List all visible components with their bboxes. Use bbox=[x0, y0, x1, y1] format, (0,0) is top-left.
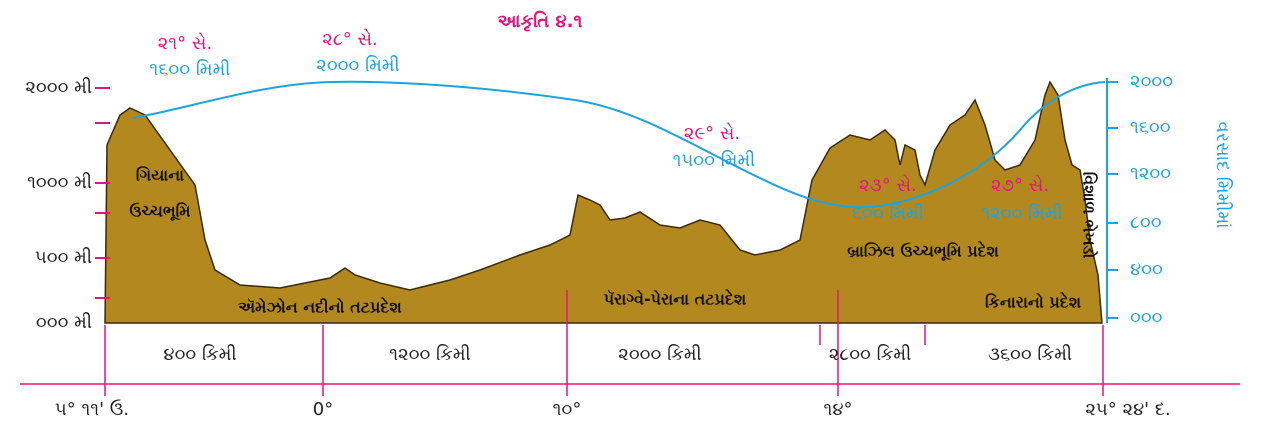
elevation-axis bbox=[95, 87, 110, 299]
distance-label: ૨૮૦૦ કિમી bbox=[829, 344, 912, 365]
rainfall-note: ૧૬૦૦ મિમી bbox=[150, 59, 231, 80]
rainfall-label: ૧૬૦૦ bbox=[1130, 117, 1171, 138]
longitude-label: ૧૪° bbox=[824, 399, 853, 420]
longitude-label: ૧૦° bbox=[553, 399, 582, 420]
rainfall-label: ૪૦૦ bbox=[1130, 259, 1163, 280]
title: આકૃતિ ૪.૧ bbox=[498, 10, 583, 32]
longitude-label: ૫° ૧૧' ઉ. bbox=[55, 399, 129, 420]
distance-label: ૧૨૦૦ કિમી bbox=[389, 344, 470, 365]
distance-label: ૪૦૦ કિમી bbox=[163, 344, 236, 365]
temperature-note: ૨૧° સે. bbox=[158, 33, 212, 54]
longitude-label: ૨૫° ૨૪' દ. bbox=[1085, 399, 1170, 420]
temperature-note: ૨૭° સે. bbox=[991, 175, 1049, 196]
rainfall-axis-title: વરસાદ મિમીમાં bbox=[1212, 121, 1233, 228]
rainfall-note: ૧૨૦૦ મિમી bbox=[981, 203, 1062, 224]
distance-label: ૨૦૦૦ કિમી bbox=[618, 344, 701, 365]
region-label: વિશાળ ભેખડો bbox=[1080, 172, 1100, 259]
rainfall-label: ૧૨૦૦ bbox=[1130, 163, 1171, 184]
distance-scale bbox=[20, 290, 1240, 396]
region-label: બ્રાઝિલ ઉચ્ચભૂમિ પ્રદેશ bbox=[847, 240, 999, 262]
rainfall-note: ૨૦૦૦ મિમી bbox=[316, 55, 399, 76]
elevation-label: ૨૦૦૦ મી bbox=[25, 77, 92, 98]
elevation-label: ૧૦૦૦ મી bbox=[27, 172, 92, 193]
rainfall-label: ૨૦૦૦ bbox=[1130, 71, 1173, 92]
rainfall-label: ૦૦૦ bbox=[1130, 307, 1163, 328]
region-label: ઍમેઝોન નદીનો તટપ્રદેશ bbox=[238, 296, 402, 317]
elevation-label: ૫૦૦ મી bbox=[35, 247, 92, 268]
temperature-note: ૨૯° સે. bbox=[684, 123, 740, 144]
temperature-note: ૨૮° સે. bbox=[322, 29, 378, 50]
temperature-note: ૨૩° સે. bbox=[859, 175, 917, 196]
rainfall-note: ૧૫૦૦ મિમી bbox=[673, 150, 756, 171]
rainfall-label: ૮૦૦ bbox=[1130, 212, 1162, 233]
elevation-label: ૦૦૦ મી bbox=[36, 312, 92, 333]
longitude-label: 0° bbox=[313, 399, 333, 420]
rainfall-line bbox=[132, 80, 1106, 209]
region-label: ઉચ્ચભૂમિ bbox=[129, 202, 190, 222]
distance-label: ૩૬૦૦ કિમી bbox=[988, 344, 1072, 365]
region-label: ગિયાના bbox=[136, 166, 184, 185]
region-label: કિનારાનો પ્રદેશ bbox=[985, 291, 1082, 312]
rainfall-note: ૬૦૦ મિમી bbox=[852, 203, 924, 224]
terrain bbox=[104, 80, 1103, 324]
rainfall-axis bbox=[1106, 78, 1118, 323]
region-label: પૅરાગ્વે-પેરાના તટપ્રદેશ bbox=[604, 288, 747, 309]
